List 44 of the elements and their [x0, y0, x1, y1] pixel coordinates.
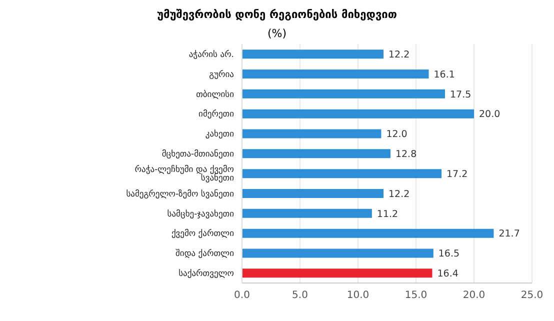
bar: [242, 228, 494, 238]
y-tick-label: სამცხე-ჯავახეთი: [167, 208, 234, 220]
chart-subtitle: (%): [266, 27, 288, 40]
data-label: 16.1: [434, 69, 455, 80]
bar: [242, 109, 474, 118]
x-tick-label: 25.0: [520, 290, 544, 302]
y-tick-label: აჭარის არ.: [188, 48, 234, 60]
x-tick-label: 20.0: [462, 290, 486, 302]
y-tick-label: თბილისი: [196, 88, 234, 100]
data-label: 17.2: [446, 168, 468, 180]
data-label: 12.2: [388, 188, 410, 200]
bar: [242, 69, 429, 78]
bar: [242, 50, 384, 59]
bar: [242, 149, 390, 158]
y-tick-label: კახეთი: [205, 128, 234, 140]
x-tick-label: 10.0: [346, 290, 370, 302]
bar: [242, 169, 442, 178]
y-tick-label: საქართველო: [178, 268, 234, 280]
data-label: 12.8: [395, 149, 417, 160]
data-label: 16.4: [437, 268, 458, 280]
x-tick-label: 0.0: [234, 290, 250, 302]
data-label: 16.5: [438, 248, 460, 260]
bar: [242, 129, 382, 138]
bar: [242, 268, 432, 278]
x-tick-label: 5.0: [292, 290, 308, 302]
y-tick-label: მცხეთა-მთიანეთი: [162, 148, 234, 160]
data-label: 12.2: [388, 49, 410, 60]
data-label: 17.5: [450, 89, 472, 100]
bar: [242, 208, 372, 218]
bar: [242, 89, 445, 98]
data-label: 21.7: [498, 228, 520, 240]
bar: [242, 188, 384, 198]
data-label: 20.0: [479, 109, 500, 120]
data-label: 12.0: [386, 129, 408, 140]
y-tick-label: გურია: [209, 68, 234, 80]
bar: [242, 248, 434, 258]
y-tick-label: სამეგრელო-ზემო სვანეთი: [126, 188, 234, 200]
y-tick-label: შიდა ქართლი: [176, 248, 234, 260]
y-tick-label: იმერეთი: [198, 108, 234, 120]
chart-title: უმუშევრობის დონე რეგიონების მიხედვით: [156, 8, 398, 21]
y-tick-label: ქვემო ქართლი: [171, 228, 234, 240]
y-tick-label: რაჭა-ლეჩხუმი და ქვემო სვანეთი: [134, 164, 234, 184]
data-label: 11.2: [376, 208, 398, 220]
x-tick-label: 15.0: [404, 290, 428, 302]
